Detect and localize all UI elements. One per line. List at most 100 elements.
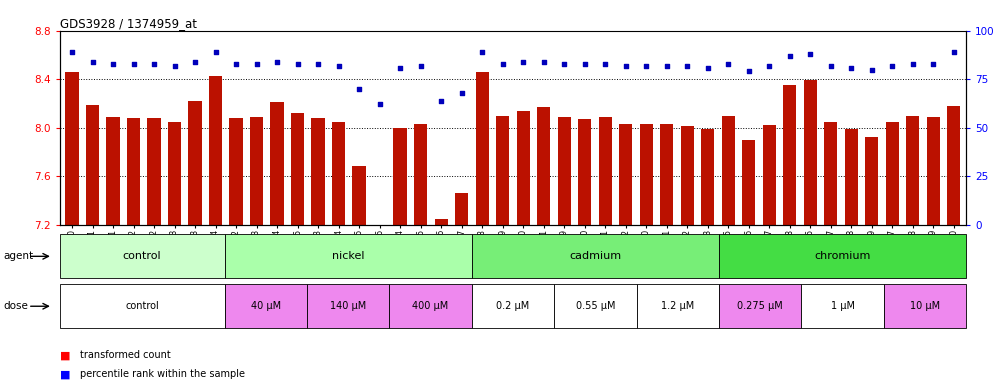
Text: 1 μM: 1 μM (831, 301, 855, 311)
Bar (680, 126, 694, 225)
Bar (763, 125, 776, 225)
Point (946, 49, 962, 55)
Bar (353, 167, 366, 225)
Bar (804, 80, 817, 225)
Text: ■: ■ (60, 350, 71, 360)
Point (803, 51, 819, 57)
Bar (209, 76, 222, 225)
Bar (537, 107, 551, 225)
Point (331, 63, 347, 69)
Text: nickel: nickel (332, 251, 365, 262)
Bar (845, 129, 858, 225)
Text: GDS3928 / 1374959_at: GDS3928 / 1374959_at (60, 17, 197, 30)
Point (64, 49, 80, 55)
Text: control: control (125, 301, 159, 311)
Bar (885, 122, 899, 225)
Bar (107, 117, 120, 225)
Point (618, 63, 633, 69)
Bar (126, 118, 140, 225)
Point (782, 53, 798, 59)
Text: dose: dose (3, 301, 28, 311)
Point (474, 49, 490, 55)
Bar (393, 127, 406, 225)
Point (146, 61, 162, 67)
Point (598, 61, 614, 67)
Text: agent: agent (3, 251, 33, 262)
Text: 0.275 μM: 0.275 μM (737, 301, 783, 311)
Point (125, 61, 141, 67)
Bar (229, 118, 243, 225)
Bar (558, 117, 571, 225)
Bar (86, 105, 100, 225)
Point (700, 65, 716, 71)
Bar (639, 124, 653, 225)
Text: cadmium: cadmium (570, 251, 622, 262)
Point (844, 65, 860, 71)
Bar (455, 193, 468, 225)
Point (166, 63, 182, 69)
Point (925, 61, 941, 67)
Bar (168, 122, 181, 225)
Bar (271, 102, 284, 225)
Bar (66, 72, 79, 225)
Bar (188, 101, 202, 225)
Bar (721, 116, 735, 225)
Text: transformed count: transformed count (80, 350, 170, 360)
Bar (866, 137, 878, 225)
Point (187, 59, 203, 65)
Text: 1.2 μM: 1.2 μM (661, 301, 694, 311)
Point (638, 63, 654, 69)
Bar (147, 118, 160, 225)
Point (433, 98, 449, 104)
Point (454, 90, 470, 96)
Bar (496, 116, 509, 225)
Point (392, 65, 408, 71)
Point (495, 61, 511, 67)
Bar (250, 117, 263, 225)
Point (658, 63, 674, 69)
Point (679, 63, 695, 69)
Point (106, 61, 122, 67)
Point (269, 59, 285, 65)
Point (412, 63, 428, 69)
Point (352, 86, 368, 92)
Bar (947, 106, 960, 225)
Point (577, 61, 593, 67)
Point (536, 59, 552, 65)
Bar (312, 118, 325, 225)
Bar (701, 129, 714, 225)
Bar (414, 124, 427, 225)
Point (249, 61, 265, 67)
Point (372, 101, 387, 108)
Text: 400 μM: 400 μM (412, 301, 448, 311)
Point (741, 68, 757, 74)
Point (720, 61, 736, 67)
Point (761, 63, 777, 69)
Bar (599, 117, 612, 225)
Bar (906, 116, 919, 225)
Text: percentile rank within the sample: percentile rank within the sample (80, 369, 245, 379)
Bar (517, 111, 530, 225)
Point (207, 49, 223, 55)
Bar (332, 122, 346, 225)
Bar (660, 124, 673, 225)
Point (823, 63, 839, 69)
Point (290, 61, 306, 67)
Text: 40 μM: 40 μM (251, 301, 281, 311)
Point (884, 63, 900, 69)
Point (515, 59, 531, 65)
Text: 10 μM: 10 μM (910, 301, 940, 311)
Point (556, 61, 572, 67)
Bar (620, 124, 632, 225)
Text: chromium: chromium (815, 251, 871, 262)
Bar (926, 117, 940, 225)
Bar (824, 122, 838, 225)
Point (228, 61, 244, 67)
Text: 0.2 μM: 0.2 μM (496, 301, 530, 311)
Bar (578, 119, 592, 225)
Bar (434, 218, 448, 225)
Text: control: control (123, 251, 161, 262)
Bar (783, 85, 797, 225)
Point (85, 59, 101, 65)
Bar (291, 113, 305, 225)
